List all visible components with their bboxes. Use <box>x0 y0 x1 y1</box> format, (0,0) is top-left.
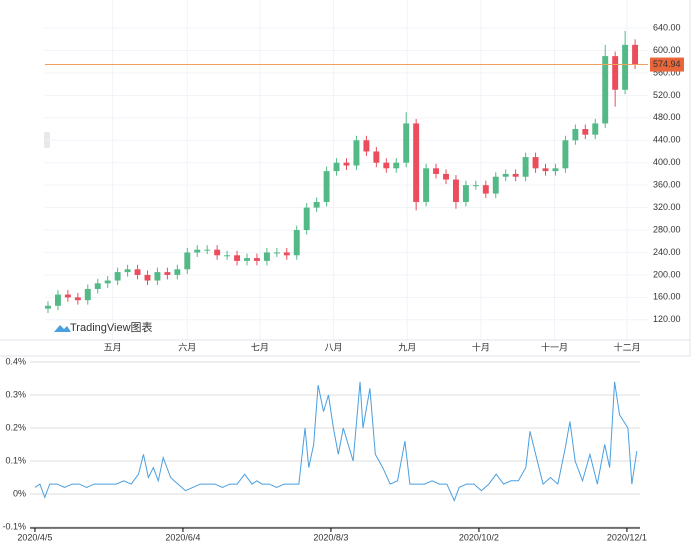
x-tick-label: 七月 <box>251 342 269 352</box>
candle-body <box>214 249 221 256</box>
x-tick-label: 八月 <box>325 342 343 352</box>
candle-body <box>413 123 420 202</box>
watermark: TradingView图表 <box>70 320 153 334</box>
candle-body <box>224 255 231 257</box>
candle-body <box>194 249 201 253</box>
candle-body <box>104 280 111 284</box>
y-tick-label: 0.1% <box>5 455 26 465</box>
candle-body <box>333 162 340 172</box>
candle-body <box>244 258 250 261</box>
candle-body <box>582 129 589 135</box>
candle-body <box>303 207 310 231</box>
candle-body <box>74 297 81 301</box>
candle-body <box>393 162 400 169</box>
y-tick-label: 200.00 <box>653 269 681 279</box>
candle-body <box>343 162 350 166</box>
candle-body <box>612 56 619 90</box>
candle-body <box>253 258 260 261</box>
x-tick-label: 十二月 <box>614 341 641 352</box>
candle-body <box>64 294 71 298</box>
candle-body <box>423 168 430 202</box>
candle-body <box>263 252 270 261</box>
candle-body <box>433 168 440 174</box>
y-tick-label: 0.3% <box>5 389 26 399</box>
candle-body <box>144 274 151 281</box>
x-tick-label: 2020/12/1 <box>607 532 647 542</box>
candle-body <box>273 252 280 254</box>
candle-body <box>492 176 499 194</box>
last-price-label: 574.94 <box>653 59 681 69</box>
y-tick-label: 280.00 <box>653 224 681 234</box>
candle-body <box>602 56 609 124</box>
candle-body <box>184 252 191 270</box>
candle-body <box>204 249 211 251</box>
y-tick-label: 400.00 <box>653 157 681 167</box>
y-tick-label: 0.4% <box>5 356 26 366</box>
candle-body <box>45 305 51 309</box>
candle-body <box>114 272 121 281</box>
y-tick-label: 240.00 <box>653 247 681 257</box>
x-tick-label: 2020/4/5 <box>17 532 52 542</box>
candle-body <box>522 157 529 177</box>
candle-body <box>562 140 569 169</box>
y-tick-label: 640.00 <box>653 22 681 32</box>
x-tick-label: 十月 <box>472 341 490 352</box>
candle-body <box>323 171 330 202</box>
x-tick-label: 九月 <box>398 342 416 352</box>
y-tick-label: 480.00 <box>653 112 681 122</box>
candle-body <box>283 252 290 256</box>
candle-body <box>572 129 579 141</box>
last-price-badge <box>650 57 684 72</box>
candle-body <box>363 140 370 152</box>
candle-body <box>84 288 91 301</box>
candle-body <box>552 168 559 172</box>
y-tick-label: 600.00 <box>653 45 681 55</box>
candle-body <box>383 162 390 169</box>
y-tick-label: -0.1% <box>2 521 26 531</box>
candle-body <box>542 168 549 172</box>
x-tick-label: 六月 <box>178 341 196 352</box>
candle-body <box>94 283 101 289</box>
y-tick-label: 320.00 <box>653 202 681 212</box>
candle-body <box>462 185 469 202</box>
candle-body <box>164 272 171 275</box>
y-tick-label: 520.00 <box>653 90 681 100</box>
candle-body <box>403 123 410 163</box>
y-tick-label: 360.00 <box>653 180 681 190</box>
y-tick-label: 440.00 <box>653 135 681 145</box>
candle-body <box>54 294 61 306</box>
candle-body <box>154 272 161 281</box>
series-line <box>34 381 638 502</box>
candle-body <box>532 157 539 169</box>
candle-body <box>124 269 131 273</box>
candle-body <box>313 201 320 208</box>
y-tick-label: 160.00 <box>653 292 681 302</box>
y-tick-label: 560.00 <box>653 67 681 77</box>
watermark-logo <box>54 325 71 332</box>
candle-body <box>293 230 300 256</box>
y-tick-label: 120.00 <box>653 314 681 324</box>
candle-body <box>472 185 479 187</box>
candle-body <box>353 140 360 166</box>
x-tick-label: 2020/6/4 <box>165 532 200 542</box>
candle-body <box>452 179 459 202</box>
candle-body <box>373 151 380 163</box>
x-tick-label: 2020/10/2 <box>459 532 499 542</box>
candle-body <box>632 44 639 65</box>
candle-body <box>512 173 519 177</box>
candle-body <box>482 185 489 194</box>
x-tick-label: 五月 <box>104 342 122 352</box>
y-tick-label: 0.2% <box>5 422 26 432</box>
y-tick-label: 0% <box>13 488 26 498</box>
candle-body <box>234 255 241 261</box>
candle-body <box>134 269 141 275</box>
candle-body <box>622 44 629 90</box>
x-tick-label: 2020/8/3 <box>313 532 348 542</box>
candle-body <box>502 173 509 177</box>
candle-body <box>174 269 181 275</box>
candle-body <box>443 173 449 180</box>
candle-body <box>592 123 599 135</box>
x-tick-label: 十一月 <box>541 341 568 352</box>
